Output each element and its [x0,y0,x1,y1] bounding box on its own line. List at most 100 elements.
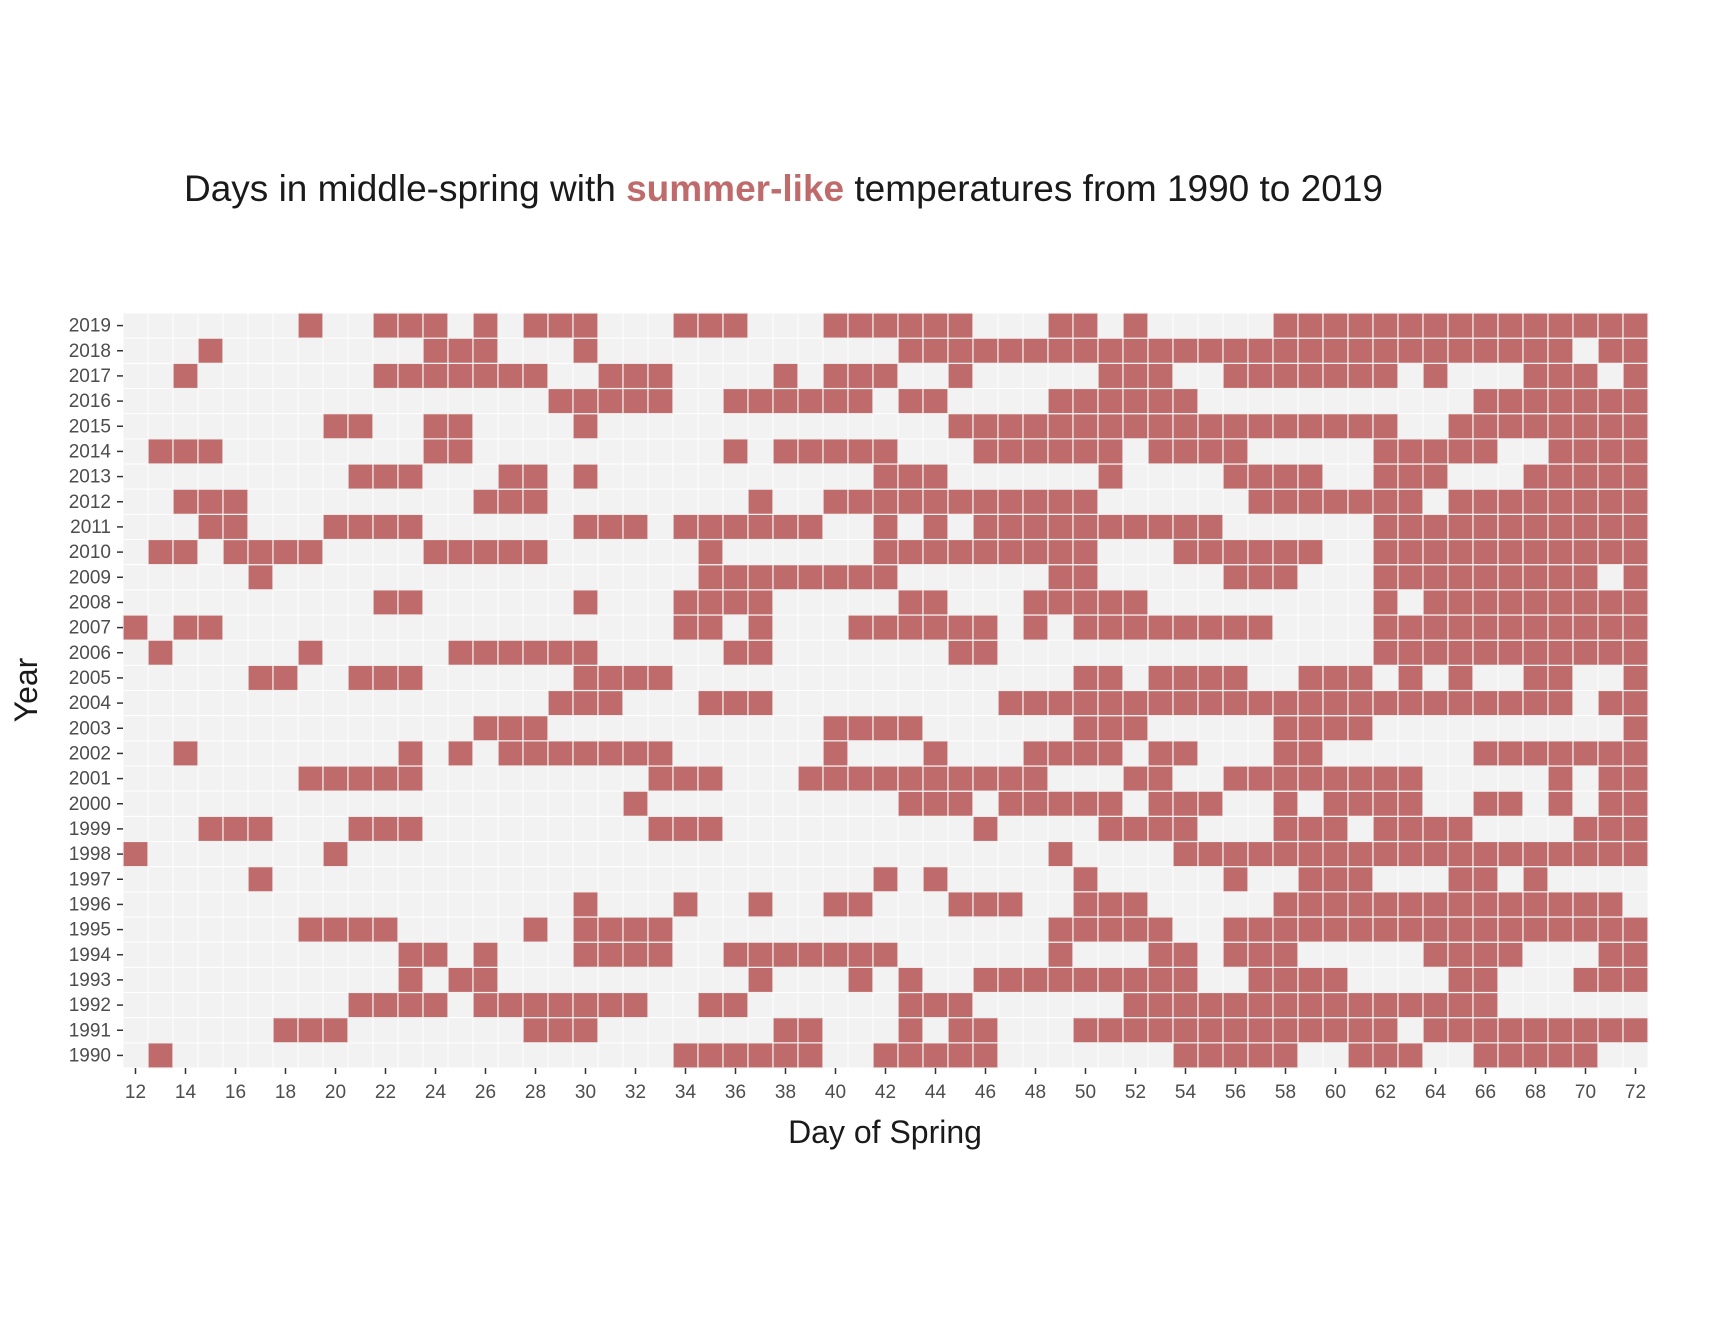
heatmap-cell [1072,413,1099,440]
heatmap-cell [1447,689,1474,717]
heatmap-cell [647,740,674,767]
heatmap-cell [297,538,324,566]
heatmap-cell [597,941,624,968]
heatmap-cell [897,337,924,364]
y-tick-label: 1999 [69,819,111,840]
heatmap-cell [1572,413,1599,440]
heatmap-cell [1047,387,1074,415]
heatmap-cell [1397,564,1424,591]
heatmap-cell [647,941,674,968]
heatmap-cell [1497,916,1524,943]
heatmap-cell [1472,312,1499,339]
heatmap-cell [1047,689,1074,717]
x-tick-label: 44 [925,1082,947,1103]
heatmap-cell [1322,689,1349,717]
heatmap-cell [197,337,224,364]
heatmap-cell [1222,362,1249,390]
heatmap-cell [1422,538,1449,566]
heatmap-cell [1097,337,1124,364]
heatmap-cell [897,1017,924,1044]
y-tick-label: 2005 [69,668,111,689]
x-tick-label: 64 [1425,1082,1447,1103]
heatmap-cell [947,362,974,390]
heatmap-cell [897,1042,924,1069]
heatmap-cell [997,413,1024,440]
heatmap-cell [1347,413,1374,440]
heatmap-cell [1172,941,1199,968]
heatmap-cell [222,815,249,843]
heatmap-cell [1472,589,1499,616]
heatmap-cell [1097,740,1124,767]
heatmap-cell [1497,312,1524,339]
heatmap-cell [697,538,724,566]
heatmap-cell [1497,538,1524,566]
heatmap-cell [1447,916,1474,943]
heatmap-cell [1347,840,1374,868]
heatmap-cell [1222,664,1249,692]
heatmap-cell [572,740,599,767]
heatmap-cell [572,463,599,490]
y-tick-label: 2010 [69,542,111,563]
heatmap-cell [1072,664,1099,692]
heatmap-cell [147,438,174,465]
heatmap-cell [1372,1042,1399,1069]
heatmap-cell [1322,991,1349,1019]
heatmap-cell [1247,538,1274,566]
heatmap-cell [872,488,899,515]
heatmap-cell [1097,614,1124,641]
heatmap-cell [1372,312,1399,339]
heatmap-cell [597,689,624,717]
heatmap-cell [497,463,524,490]
y-tick-label: 1994 [69,945,112,966]
heatmap-cell [897,589,924,616]
heatmap-cell [1597,840,1624,868]
heatmap-cell [1222,866,1249,893]
heatmap-cell [847,765,874,792]
heatmap-cell [1097,589,1124,616]
heatmap-cell [397,589,424,616]
heatmap-cell [522,1017,549,1044]
heatmap-cell [172,538,199,566]
heatmap-cell [1272,941,1299,968]
heatmap-cell [1547,891,1574,918]
heatmap-cell [622,387,649,415]
heatmap-cell [1597,891,1624,918]
heatmap-cell [1572,438,1599,465]
heatmap-cell [1047,790,1074,817]
heatmap-cell [297,312,324,339]
heatmap-cell [1447,337,1474,364]
heatmap-cell [1372,438,1399,465]
heatmap-cell [1297,664,1324,692]
heatmap-cell [1547,488,1574,515]
heatmap-cell [772,1042,799,1069]
heatmap-cell [872,614,899,641]
heatmap-cell [772,438,799,465]
heatmap-cell [972,1017,999,1044]
heatmap-cell [1522,689,1549,717]
heatmap-cell [1472,438,1499,465]
x-tick-label: 22 [375,1082,396,1103]
y-tick-label: 1992 [69,995,111,1016]
heatmap-cell [1472,538,1499,566]
heatmap-cell [247,866,274,893]
heatmap-cell [672,589,699,616]
heatmap-cell [1572,589,1599,616]
heatmap-cell [1047,488,1074,515]
heatmap-cell [1272,991,1299,1019]
heatmap-cell [472,941,499,968]
heatmap-cell [997,891,1024,918]
x-tick-label: 12 [125,1082,146,1103]
heatmap-cell [1497,413,1524,440]
heatmap-cell [947,765,974,792]
heatmap-cell [1497,513,1524,541]
heatmap-cell [1422,614,1449,641]
heatmap-cell [422,413,449,440]
heatmap-cell [747,589,774,616]
heatmap-cell [1472,916,1499,943]
heatmap-cell [1297,689,1324,717]
heatmap-cell [1372,840,1399,868]
heatmap-cell [547,1017,574,1044]
heatmap-cell [622,991,649,1019]
heatmap-cell [1197,413,1224,440]
heatmap-cell [522,538,549,566]
